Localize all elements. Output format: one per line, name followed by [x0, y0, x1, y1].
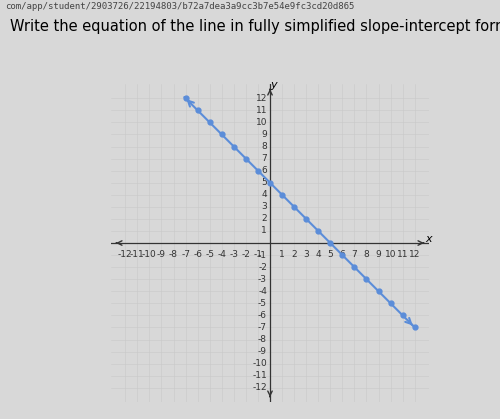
Text: -9: -9 — [157, 250, 166, 259]
Text: x: x — [426, 234, 432, 244]
Text: -7: -7 — [181, 250, 190, 259]
Text: 2: 2 — [262, 215, 267, 223]
Text: -6: -6 — [193, 250, 202, 259]
Text: -5: -5 — [205, 250, 214, 259]
Text: 12: 12 — [256, 94, 267, 103]
Text: 11: 11 — [256, 106, 267, 115]
Text: -1: -1 — [258, 251, 267, 260]
Text: 12: 12 — [409, 250, 420, 259]
Text: 6: 6 — [261, 166, 267, 175]
Text: 9: 9 — [376, 250, 382, 259]
Text: Write the equation of the line in fully simplified slope-intercept form: Write the equation of the line in fully … — [10, 19, 500, 34]
Text: -4: -4 — [218, 250, 226, 259]
Text: y: y — [270, 80, 277, 90]
Text: -7: -7 — [258, 323, 267, 332]
Text: com/app/student/2903726/22194803/b72a7dea3a9cc3b7e54e9fc3cd20d865: com/app/student/2903726/22194803/b72a7de… — [5, 2, 354, 11]
Text: -2: -2 — [242, 250, 250, 259]
Text: -5: -5 — [258, 299, 267, 308]
Text: -6: -6 — [258, 311, 267, 320]
Text: -4: -4 — [258, 287, 267, 296]
Text: 8: 8 — [261, 142, 267, 151]
Text: 8: 8 — [364, 250, 370, 259]
Text: 9: 9 — [261, 130, 267, 139]
Text: -12: -12 — [118, 250, 132, 259]
Text: -11: -11 — [252, 371, 267, 380]
Text: 1: 1 — [261, 226, 267, 235]
Text: 4: 4 — [262, 190, 267, 199]
Text: -3: -3 — [258, 275, 267, 284]
Text: 11: 11 — [397, 250, 408, 259]
Text: 5: 5 — [261, 178, 267, 187]
Text: -8: -8 — [169, 250, 178, 259]
Text: -10: -10 — [252, 359, 267, 368]
Text: 3: 3 — [304, 250, 309, 259]
Text: -9: -9 — [258, 347, 267, 356]
Text: -1: -1 — [254, 250, 262, 259]
Text: 2: 2 — [292, 250, 297, 259]
Text: -10: -10 — [142, 250, 157, 259]
Text: 7: 7 — [352, 250, 358, 259]
Text: 10: 10 — [385, 250, 396, 259]
Text: 4: 4 — [316, 250, 321, 259]
Text: 10: 10 — [256, 118, 267, 127]
Text: -3: -3 — [230, 250, 238, 259]
Text: 7: 7 — [261, 154, 267, 163]
Text: 3: 3 — [261, 202, 267, 211]
Text: -11: -11 — [130, 250, 144, 259]
Text: -12: -12 — [252, 383, 267, 392]
Text: -2: -2 — [258, 263, 267, 272]
Text: 1: 1 — [279, 250, 285, 259]
Text: 6: 6 — [340, 250, 345, 259]
Text: -8: -8 — [258, 335, 267, 344]
Text: 5: 5 — [328, 250, 333, 259]
